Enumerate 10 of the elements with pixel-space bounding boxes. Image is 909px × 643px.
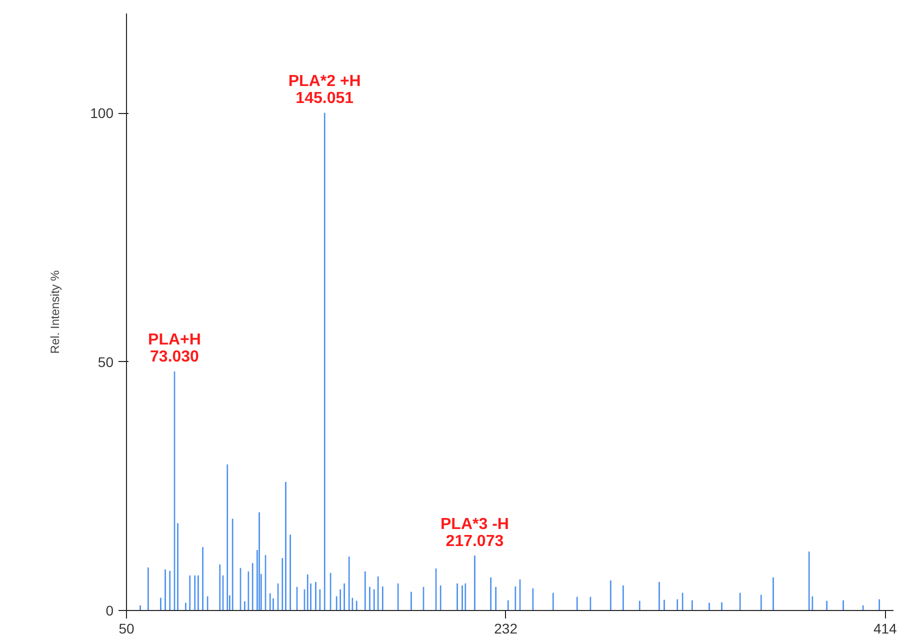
y-tick-label: 50 [98,354,114,370]
annotation: PLA*2 +H 145.051 [288,73,361,107]
y-tick-label: 100 [90,105,114,121]
annotation: PLA*3 -H 217.073 [440,516,509,550]
y-tick-label: 0 [106,602,114,618]
annotation: PLA+H 73.030 [148,332,201,366]
x-tick-label: 50 [118,620,134,636]
x-tick-label: 414 [873,620,898,636]
x-tick-label: 232 [494,620,518,636]
y-axis-title: Rel. Intensity % [48,270,62,354]
